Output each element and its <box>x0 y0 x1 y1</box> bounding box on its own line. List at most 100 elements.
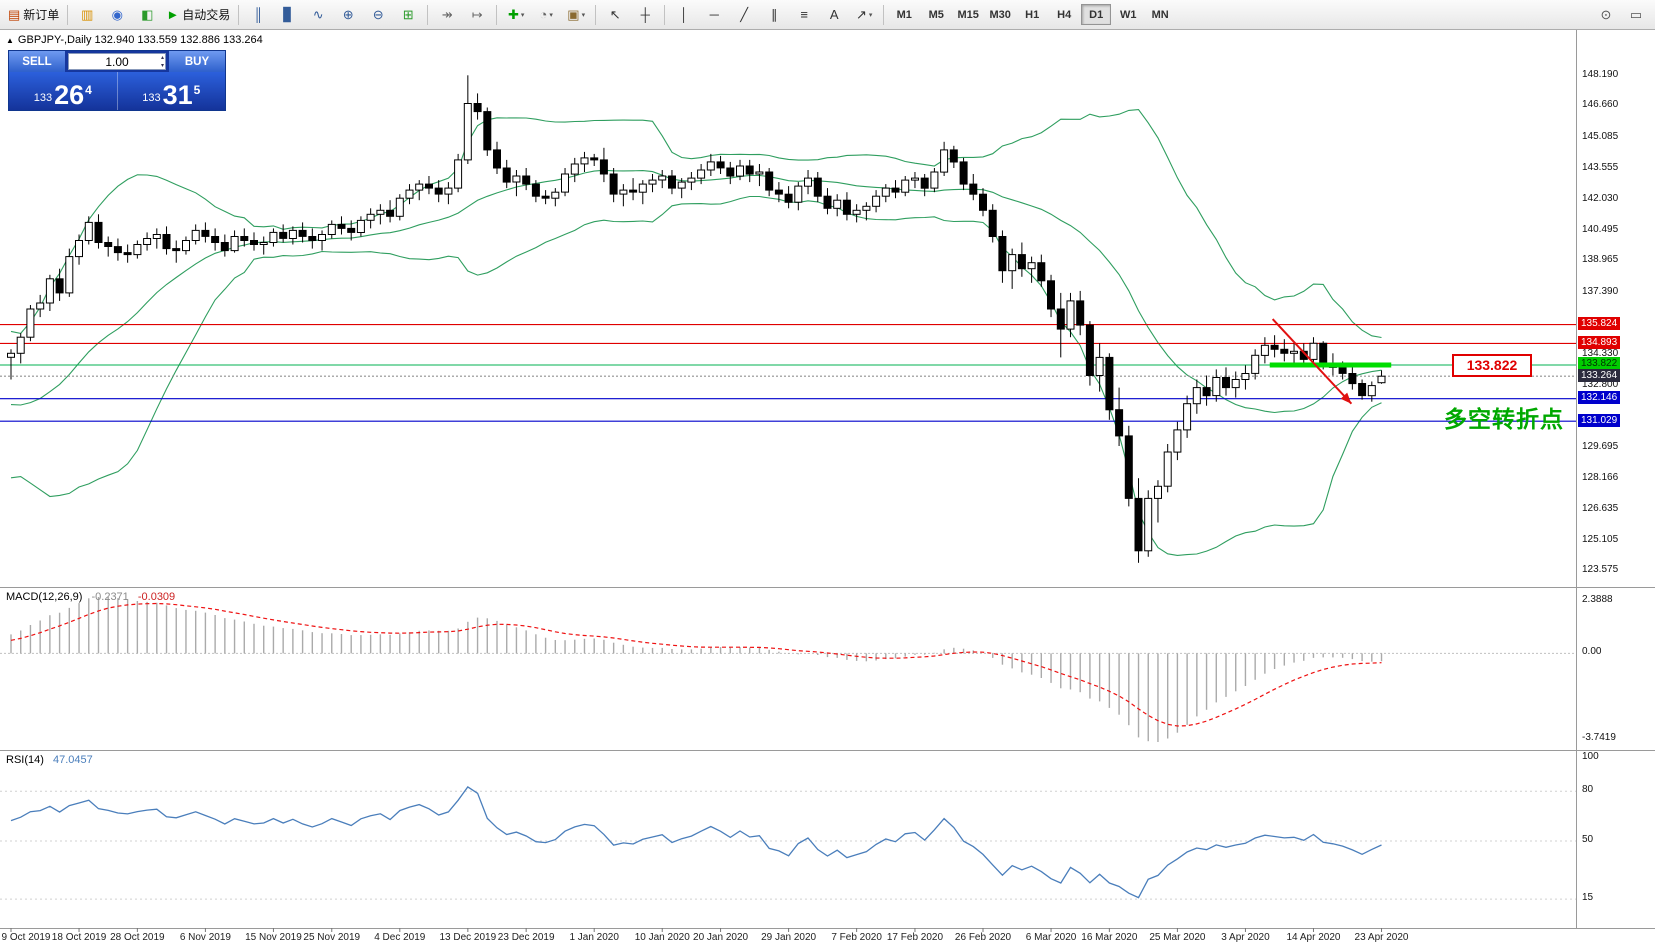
timeframe-button-H4[interactable]: H4 <box>1057 8 1072 21</box>
date-label: 3 Apr 2020 <box>1221 932 1270 943</box>
auto-scroll-icon[interactable]: ↠ <box>432 2 462 28</box>
bars-chart-icon[interactable]: ║ <box>243 2 273 28</box>
date-label: 7 Feb 2020 <box>831 932 882 943</box>
oneclick-collapse-icon[interactable]: ▲ <box>6 36 14 45</box>
one-click-trading-panel: SELL 1.00 ▴ ▾ BUY 133 26 4 133 31 5 <box>8 50 226 111</box>
date-label: 14 Apr 2020 <box>1286 932 1341 943</box>
new-window-icon: ▭ <box>1629 7 1643 22</box>
toolbar-separator <box>595 4 597 25</box>
symbol-search-icon[interactable]: ⊙ <box>1591 2 1621 28</box>
timeframe-button-M1[interactable]: M1 <box>896 8 912 21</box>
date-label: 17 Feb 2020 <box>886 932 944 943</box>
vertical-line-tool-icon[interactable]: │ <box>669 2 699 28</box>
candlestick-chart-icon: ▊ <box>283 7 294 22</box>
crosshair-icon: ┼ <box>640 7 650 22</box>
timeframe-button-M5[interactable]: M5 <box>928 8 944 21</box>
timeframe-button-MN[interactable]: MN <box>1151 8 1169 21</box>
bars-chart-icon: ║ <box>253 7 263 22</box>
volume-down-icon[interactable]: ▾ <box>160 63 164 69</box>
symbol-search-icon: ⊙ <box>1600 7 1612 22</box>
date-label: 25 Nov 2019 <box>303 932 361 943</box>
auto-scroll-icon: ↠ <box>441 7 453 22</box>
chart-shift-icon[interactable]: ↦ <box>462 2 492 28</box>
rsi-value: 47.0457 <box>52 754 93 766</box>
horizontal-line-tool-icon[interactable]: ─ <box>699 2 729 28</box>
sell-button[interactable]: SELL <box>9 51 65 72</box>
price-chip-135.824: 135.824 <box>1578 317 1621 331</box>
market-watch-icon[interactable]: ◧ <box>132 2 162 28</box>
price-callout-box[interactable]: 133.822 <box>1452 353 1532 377</box>
price-tick-123.575: 123.575 <box>1582 564 1619 576</box>
zoom-in-icon[interactable]: ⊕ <box>333 2 363 28</box>
date-label: 15 Nov 2019 <box>245 932 302 943</box>
periods-icon: ◔ <box>539 7 548 22</box>
turning-point-annotation[interactable]: 多空转折点 <box>1444 406 1564 432</box>
trendline-tool-icon[interactable]: ╱ <box>729 2 759 28</box>
down-trend-arrowhead[interactable] <box>1340 392 1352 404</box>
sell-price[interactable]: 133 26 4 <box>9 72 117 110</box>
periods-icon-caret[interactable]: ▾ <box>549 11 553 19</box>
rsi-axis-100: 100 <box>1582 751 1599 762</box>
timeframe-button-M30[interactable]: M30 <box>989 8 1011 21</box>
cursor-icon[interactable]: ↖ <box>600 2 630 28</box>
timeframe-button-M15[interactable]: M15 <box>957 8 979 21</box>
fibonacci-tool-icon[interactable]: ≡ <box>789 2 819 28</box>
volume-input[interactable]: 1.00 ▴ ▾ <box>68 53 166 70</box>
toolbar-right-group: ⊙ ▭ <box>1591 2 1651 28</box>
sell-price-big: 26 <box>54 80 85 110</box>
buy-button[interactable]: BUY <box>169 51 225 72</box>
profiles-icon[interactable]: ◉ <box>102 2 132 28</box>
date-label: 23 Dec 2019 <box>497 932 555 943</box>
sell-price-prefix: 133 <box>33 92 53 104</box>
indicators-icon-caret[interactable]: ▾ <box>520 11 525 19</box>
buy-price[interactable]: 133 31 5 <box>116 72 226 110</box>
macd-axis-zero: 0.00 <box>1582 646 1602 658</box>
zoom-out-icon[interactable]: ⊖ <box>363 2 393 28</box>
macd-axis-min: -3.7419 <box>1582 732 1616 743</box>
date-label: 1 Jan 2020 <box>569 932 619 943</box>
rsi-indicator-label: RSI(14) 47.0457 <box>6 754 93 766</box>
price-tick-137.390: 137.390 <box>1582 286 1619 298</box>
volume-up-icon[interactable]: ▴ <box>160 55 164 61</box>
text-tool-icon[interactable]: A <box>819 2 849 28</box>
tile-windows-icon[interactable]: ⊞ <box>393 2 423 28</box>
timeframe-button-H1[interactable]: H1 <box>1025 8 1040 21</box>
date-label: 13 Dec 2019 <box>439 932 497 943</box>
price-axis[interactable]: 148.190 146.660 145.085 143.555 142.030 140.4… <box>1577 30 1655 930</box>
autotrading-button[interactable]: ► 自动交易 <box>162 2 234 28</box>
chart-title: ▲ GBPJPY-,Daily 132.940 133.559 132.886 1… <box>6 34 263 46</box>
timeframe-button-D1[interactable]: D1 <box>1081 4 1112 25</box>
periods-icon[interactable]: ◔ ▾ <box>531 2 561 28</box>
price-chip-134.893: 134.893 <box>1578 335 1621 349</box>
time-axis[interactable]: 9 Oct 2019 18 Oct 2019 28 Oct 2019 6 Nov 20… <box>0 929 1655 950</box>
chart-ohlc-values: 132.940 133.559 132.886 133.264 <box>94 34 263 46</box>
timeframe-button-W1[interactable]: W1 <box>1119 8 1137 21</box>
indicators-icon[interactable]: ✚ ▾ <box>501 2 531 28</box>
bollinger-lower-band <box>10 195 1382 556</box>
line-chart-icon[interactable]: ∿ <box>303 2 333 28</box>
fibonacci-tool-icon: ≡ <box>800 7 808 22</box>
date-label: 9 Oct 2019 <box>1 932 51 943</box>
date-label: 28 Oct 2019 <box>110 932 165 943</box>
charts-icon[interactable]: ▥ <box>72 2 102 28</box>
templates-icon[interactable]: ▣ ▾ <box>561 2 591 28</box>
candlestick-chart-icon[interactable]: ▊ <box>273 2 303 28</box>
crosshair-icon[interactable]: ┼ <box>630 2 660 28</box>
arrows-tool-icon[interactable]: ↗ ▾ <box>849 2 879 28</box>
sell-price-sup: 4 <box>85 83 92 97</box>
price-tick-125.105: 125.105 <box>1582 533 1619 545</box>
zoom-out-icon: ⊖ <box>372 7 384 22</box>
arrows-tool-icon-caret[interactable]: ▾ <box>868 11 873 19</box>
rsi-axis-80: 80 <box>1582 784 1594 796</box>
templates-icon-caret[interactable]: ▾ <box>581 11 586 19</box>
zoom-in-icon: ⊕ <box>342 7 354 22</box>
macd-histogram <box>10 597 1383 742</box>
macd-main-value: -0.2371 <box>91 591 129 603</box>
channel-tool-icon[interactable]: ∥ <box>759 2 789 28</box>
toolbar-separator <box>664 4 666 25</box>
new-order-button[interactable]: ▤ 新订单 <box>4 2 63 28</box>
buy-price-prefix: 133 <box>142 92 161 104</box>
down-trend-arrow-line[interactable] <box>1271 318 1353 405</box>
new-window-icon[interactable]: ▭ <box>1621 2 1651 28</box>
